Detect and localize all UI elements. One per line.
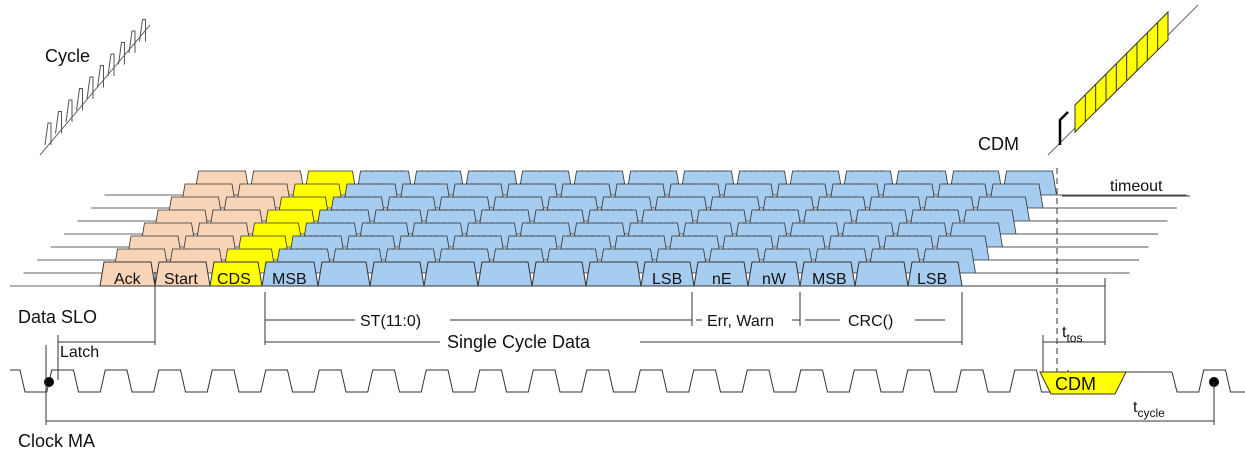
cycle-pulse	[107, 53, 115, 77]
bit-nw-label: nW	[762, 271, 787, 288]
latch-bracket	[57, 272, 156, 380]
cycle-pulse	[65, 99, 73, 123]
group-errwarn-label: Err, Warn	[707, 313, 774, 330]
group-crc-label: CRC()	[848, 313, 893, 330]
group-brackets	[264, 292, 963, 345]
clock-ma-waveform	[10, 369, 1245, 393]
bit-cds-label: CDS	[217, 271, 251, 288]
latch-label: Latch	[60, 344, 99, 361]
front-bit-cell	[747, 261, 801, 287]
front-bit-cell	[854, 261, 909, 287]
tcycle-label: tcycle	[1133, 399, 1165, 420]
front-bit-cell	[423, 261, 479, 287]
front-bit-cell	[369, 261, 425, 287]
clock-ma-label: Clock MA	[18, 431, 95, 451]
stacked-cycle-frames	[23, 170, 1190, 274]
cycle-pulse	[118, 42, 125, 65]
ttos-bracket	[1042, 168, 1106, 375]
group-st-label: ST(11:0)	[360, 313, 421, 330]
cycle-indicator	[39, 19, 151, 156]
front-bit-cell	[154, 261, 211, 287]
cdm-bit-strip	[1074, 10, 1169, 134]
timeout-label: timeout	[1110, 178, 1163, 195]
tcycle-bracket	[45, 345, 1215, 425]
bit-ack-label: Ack	[114, 271, 142, 288]
front-cycle-frame	[10, 261, 1105, 287]
front-bit-cell	[640, 261, 695, 287]
bit-start-label: Start	[164, 271, 198, 288]
front-bit-cell	[907, 261, 963, 287]
stacked-frame	[91, 183, 1177, 209]
bit-ne-label: nE	[712, 271, 732, 288]
cycle-pulse	[97, 65, 104, 88]
single-cycle-data-label: Single Cycle Data	[447, 332, 591, 352]
cdm-strip-dividers	[1084, 22, 1159, 122]
cycle-pulse	[128, 30, 136, 54]
front-bit-cell	[531, 261, 587, 287]
data-slo-label: Data SLO	[18, 307, 97, 327]
cdm-top-label: CDM	[978, 134, 1019, 154]
cycle-pulse	[139, 19, 146, 42]
cycle-pulses-icon	[44, 19, 146, 146]
bit-lsb2-label: LSB	[917, 271, 947, 288]
cdm-indicator	[1047, 4, 1199, 156]
clock-wave	[10, 369, 1069, 393]
front-bit-cell	[317, 261, 371, 287]
front-bit-cell	[209, 261, 263, 287]
bit-lsb1-label: LSB	[652, 271, 682, 288]
front-bit-cell	[477, 261, 533, 287]
cycle-pulse	[86, 76, 94, 100]
clock-wave-tail	[1171, 369, 1245, 393]
cycle-label: Cycle	[45, 46, 90, 66]
stacked-frame	[50, 222, 1149, 248]
bit-msb1-label: MSB	[272, 271, 307, 288]
cdm-clock-bit	[1039, 371, 1127, 395]
front-bit-cell	[261, 261, 319, 287]
cycle-pulse	[44, 122, 52, 146]
cycle-pulse	[76, 88, 83, 111]
ttos-label: ttos	[1062, 324, 1082, 345]
front-bit-cell	[799, 261, 856, 287]
front-bit-cell	[693, 261, 749, 287]
front-bit-cell	[99, 261, 156, 287]
front-bit-cell	[585, 261, 642, 287]
cdm-bottom-label: CDM	[1055, 374, 1096, 394]
cycle-pulse	[55, 111, 62, 134]
bit-msb2-label: MSB	[812, 271, 847, 288]
